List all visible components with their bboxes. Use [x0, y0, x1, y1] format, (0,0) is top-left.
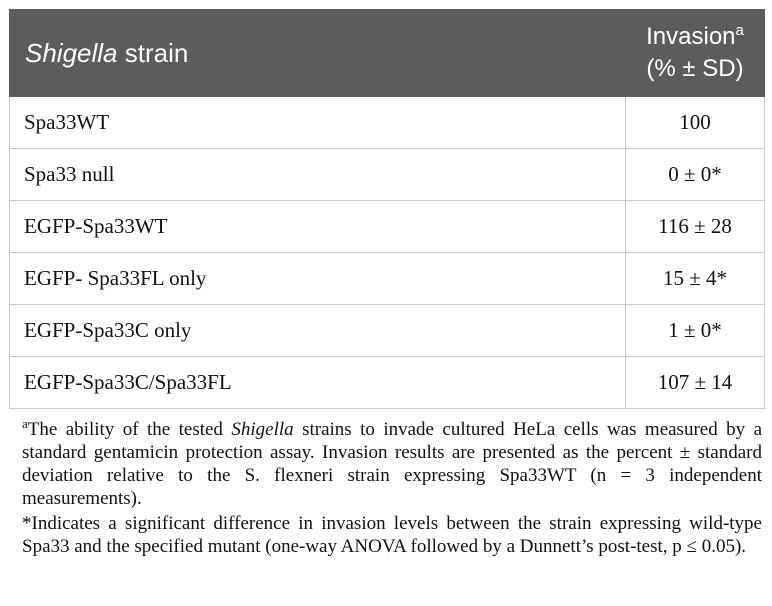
header-strain: Shigella strain — [9, 9, 626, 97]
footnote-a-text-2: strains to invade cultured HeLa cells wa… — [22, 419, 762, 509]
footnote-a: aThe ability of the tested Shigella stra… — [22, 416, 762, 510]
invasion-cell: 100 — [625, 96, 765, 149]
invasion-cell: 1 ± 0* — [625, 304, 765, 357]
invasion-cell: 107 ± 14 — [625, 356, 765, 409]
invasion-cell: 0 ± 0* — [625, 148, 765, 201]
strain-cell: EGFP-Spa33C only — [9, 304, 626, 357]
header-row: Shigella strain Invasiona (% ± SD) — [9, 9, 765, 97]
invasion-cell: 15 ± 4* — [625, 252, 765, 305]
invasion-table: Shigella strain Invasiona (% ± SD) Spa33W… — [9, 9, 765, 409]
strain-cell: EGFP- Spa33FL only — [9, 252, 626, 305]
header-invasion-line1: Invasion — [646, 23, 736, 50]
table-row: Spa33 null 0 ± 0* — [9, 148, 765, 201]
strain-cell: Spa33WT — [9, 96, 626, 149]
header-invasion-line2: (% ± SD) — [646, 55, 744, 82]
header-invasion-footnote-mark: a — [735, 22, 744, 39]
invasion-cell: 116 ± 28 — [625, 200, 765, 253]
table-header: Shigella strain Invasiona (% ± SD) — [9, 9, 765, 97]
footnote-a-text-1: The ability of the tested — [27, 419, 232, 440]
table-row: EGFP-Spa33C only 1 ± 0* — [9, 304, 765, 357]
strain-cell: EGFP-Spa33C/Spa33FL — [9, 356, 626, 409]
footnote-a-mark: a — [22, 416, 28, 431]
footnote-star: *Indicates a significant difference in i… — [22, 513, 762, 557]
table-row: EGFP-Spa33C/Spa33FL 107 ± 14 — [9, 356, 765, 409]
header-strain-italic: Shigella — [25, 37, 118, 68]
table-row: Spa33WT 100 — [9, 96, 765, 149]
strain-cell: EGFP-Spa33WT — [9, 200, 626, 253]
table-row: EGFP- Spa33FL only 15 ± 4* — [9, 252, 765, 305]
header-invasion: Invasiona (% ± SD) — [625, 9, 765, 97]
footnote-a-italic: Shigella — [231, 419, 294, 440]
strain-cell: Spa33 null — [9, 148, 626, 201]
table-row: EGFP-Spa33WT 116 ± 28 — [9, 200, 765, 253]
table-body: Spa33WT 100 Spa33 null 0 ± 0* EGFP-Spa33… — [9, 96, 765, 409]
header-strain-rest: strain — [117, 37, 189, 68]
